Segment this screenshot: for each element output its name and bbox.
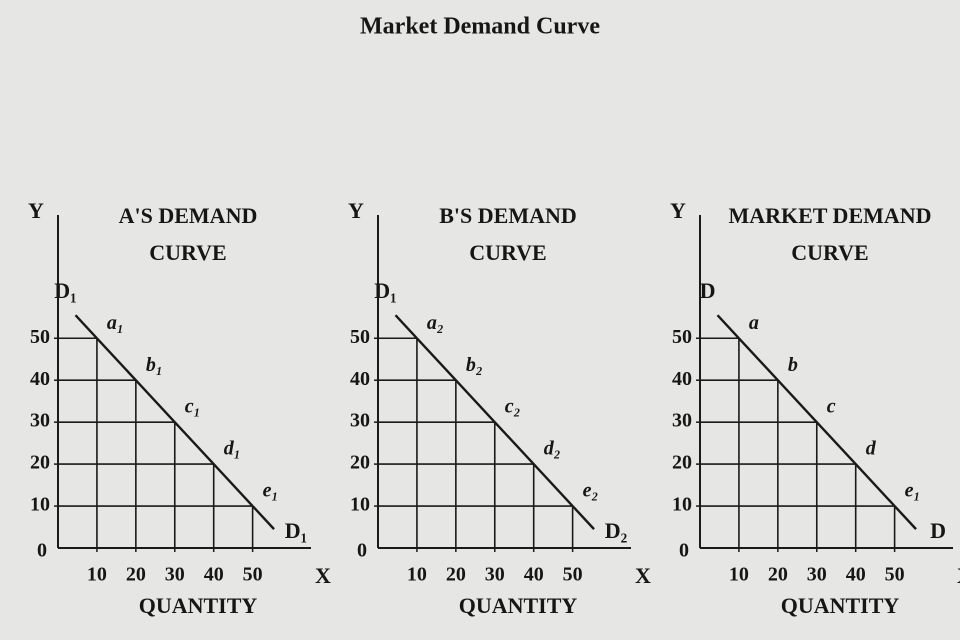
- chart-title: CURVE: [469, 240, 546, 265]
- point-label: a₂: [427, 312, 444, 334]
- x-tick-label: 10: [729, 564, 749, 586]
- chart-title: MARKET DEMAND: [728, 203, 931, 228]
- curve-extension: [716, 314, 740, 340]
- curve-label-top: D: [700, 278, 716, 303]
- point-label: e₁: [905, 480, 921, 502]
- origin-label: 0: [357, 540, 367, 562]
- y-tick-label: 20: [672, 452, 692, 474]
- curve-label-bottom: D: [930, 518, 946, 543]
- curve-extension: [251, 505, 275, 530]
- point-label: e₁: [263, 480, 279, 502]
- point-label: a: [749, 312, 759, 334]
- x-tick-label: 50: [563, 564, 583, 586]
- curve-extension: [394, 314, 418, 340]
- curve-label-bottom: D₂: [605, 518, 628, 543]
- chart-title: B'S DEMAND: [439, 203, 577, 228]
- curve-extension: [74, 314, 98, 340]
- point-label: a₁: [107, 312, 124, 334]
- y-tick-label: 20: [350, 452, 370, 474]
- y-tick-label: 40: [30, 368, 50, 390]
- point-label: c₂: [505, 396, 521, 418]
- x-tick-label: 30: [485, 564, 505, 586]
- point-label: e₂: [583, 480, 599, 502]
- point-label: c₁: [185, 396, 201, 418]
- x-axis-label: X: [957, 563, 960, 588]
- y-axis-label: Y: [670, 198, 686, 223]
- curve-label-top: D₁: [374, 278, 396, 303]
- x-tick-label: 10: [87, 564, 107, 586]
- origin-label: 0: [679, 540, 689, 562]
- y-tick-label: 40: [672, 368, 692, 390]
- point-label: d₂: [544, 438, 561, 460]
- y-tick-label: 30: [30, 410, 50, 432]
- y-tick-label: 10: [672, 494, 692, 516]
- x-title: QUANTITY: [459, 593, 578, 618]
- y-axis-label: Y: [28, 198, 44, 223]
- y-tick-label: 40: [350, 368, 370, 390]
- point-label: d: [866, 438, 877, 460]
- point-label: d₁: [224, 438, 241, 460]
- y-tick-label: 20: [30, 452, 50, 474]
- y-tick-label: 30: [672, 410, 692, 432]
- y-tick-label: 10: [30, 494, 50, 516]
- x-tick-label: 50: [243, 564, 263, 586]
- y-tick-label: 10: [350, 494, 370, 516]
- curve-label-bottom: D₁: [285, 518, 307, 543]
- point-label: b: [788, 354, 798, 376]
- x-tick-label: 20: [768, 564, 788, 586]
- chart-title: CURVE: [791, 240, 868, 265]
- x-title: QUANTITY: [781, 593, 900, 618]
- demand-curve: [738, 337, 896, 507]
- curve-extension: [893, 505, 917, 530]
- x-tick-label: 10: [407, 564, 427, 586]
- x-tick-label: 30: [165, 564, 185, 586]
- x-title: QUANTITY: [139, 593, 258, 618]
- point-label: b₂: [466, 354, 483, 376]
- y-tick-label: 30: [350, 410, 370, 432]
- origin-label: 0: [37, 540, 47, 562]
- curve-extension: [571, 505, 595, 530]
- y-axis-label: Y: [348, 198, 364, 223]
- curve-label-top: D₁: [54, 278, 76, 303]
- x-axis-label: X: [635, 563, 651, 588]
- chart-title: CURVE: [149, 240, 226, 265]
- x-tick-label: 30: [807, 564, 827, 586]
- y-tick-label: 50: [30, 326, 50, 348]
- demand-curve: [416, 337, 574, 507]
- demand-curve: [96, 337, 254, 507]
- x-tick-label: 50: [885, 564, 905, 586]
- chart-title: A'S DEMAND: [119, 203, 258, 228]
- x-tick-label: 20: [446, 564, 466, 586]
- y-tick-label: 50: [672, 326, 692, 348]
- x-tick-label: 40: [204, 564, 224, 586]
- x-axis-label: X: [315, 563, 331, 588]
- x-tick-label: 20: [126, 564, 146, 586]
- x-tick-label: 40: [524, 564, 544, 586]
- y-tick-label: 50: [350, 326, 370, 348]
- x-tick-label: 40: [846, 564, 866, 586]
- point-label: b₁: [146, 354, 163, 376]
- point-label: c: [827, 396, 836, 418]
- page-title: Market Demand Curve: [360, 14, 600, 40]
